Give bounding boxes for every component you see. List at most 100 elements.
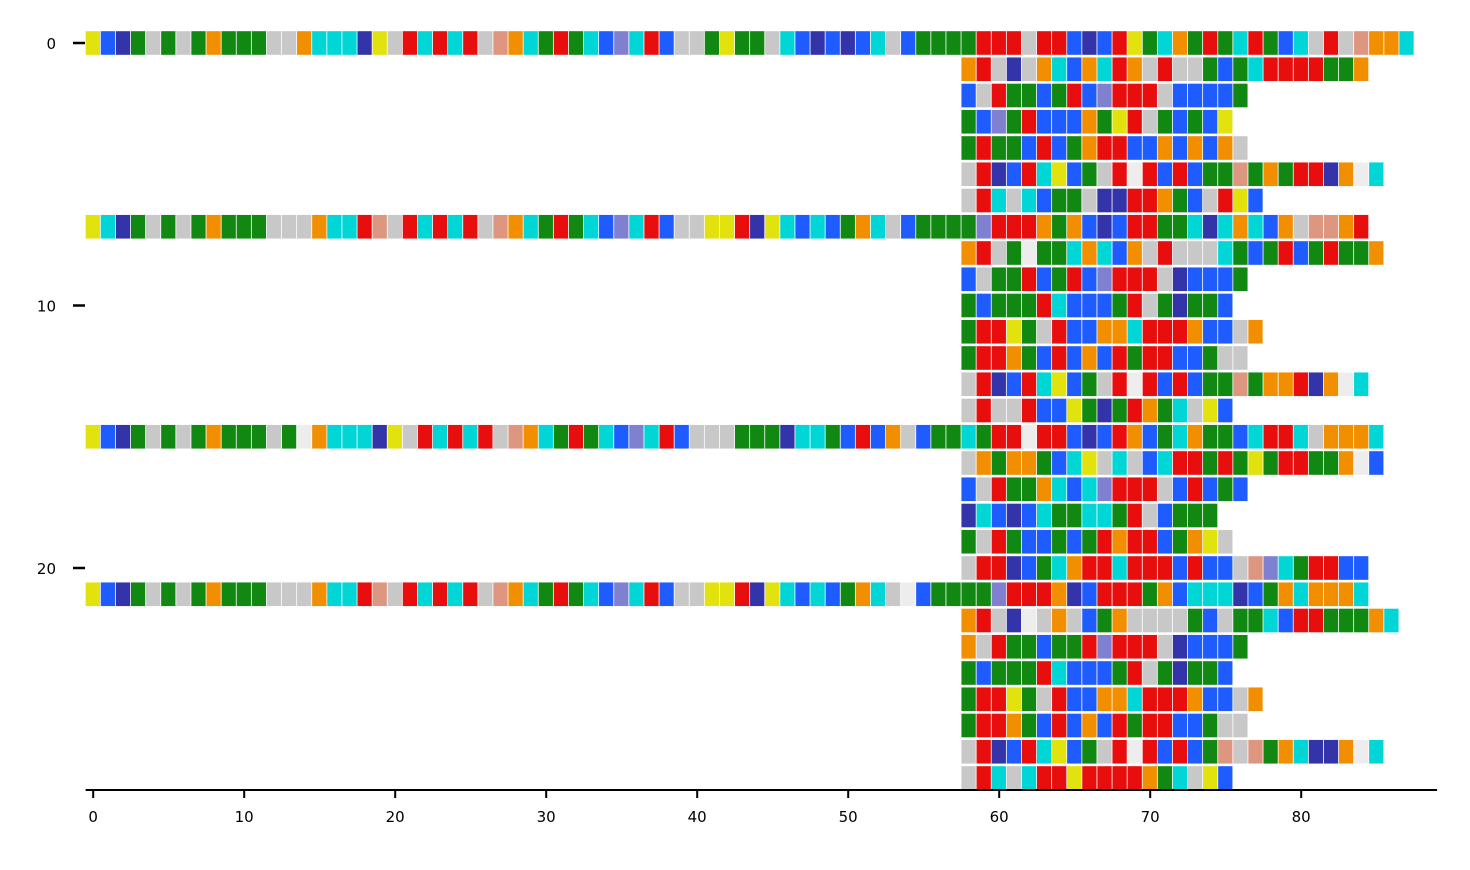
heatmap-cell (1112, 739, 1127, 764)
heatmap-cell (1142, 372, 1157, 397)
heatmap-cell (236, 214, 251, 239)
heatmap-cell (1278, 424, 1293, 449)
heatmap-cell (1203, 661, 1218, 685)
heatmap-cell (1052, 529, 1067, 554)
heatmap-cell (976, 529, 991, 554)
heatmap-cell (1338, 241, 1354, 265)
heatmap-cell (1233, 739, 1248, 764)
heatmap-cell (1263, 739, 1278, 764)
heatmap-cell (1127, 267, 1142, 292)
heatmap-cell (1127, 503, 1142, 528)
heatmap-cell (1127, 346, 1142, 370)
heatmap-cell (1082, 241, 1097, 265)
heatmap-cell (191, 214, 206, 239)
heatmap-cell (1323, 556, 1339, 580)
heatmap-cell (1263, 582, 1278, 607)
heatmap-cell (1263, 372, 1278, 397)
heatmap-cell (583, 582, 599, 607)
heatmap-cell (810, 424, 825, 449)
heatmap-cell (85, 214, 100, 239)
heatmap-cell (327, 214, 342, 239)
heatmap-cell (1263, 556, 1278, 580)
heatmap-cell (976, 398, 991, 423)
heatmap-cell (1067, 136, 1082, 160)
heatmap-cell (1112, 634, 1127, 659)
heatmap-cell (1006, 31, 1022, 55)
heatmap-cell (1127, 687, 1142, 712)
heatmap-cell (1127, 293, 1142, 318)
heatmap-cell (1097, 319, 1112, 344)
heatmap-cell (991, 713, 1006, 738)
heatmap-cell (1142, 241, 1157, 265)
heatmap-cell (991, 214, 1006, 239)
heatmap-cell (1097, 556, 1112, 580)
heatmap-cell (614, 582, 629, 607)
heatmap-cell (1157, 739, 1173, 764)
heatmap-cell (825, 214, 840, 239)
heatmap-cell (1338, 31, 1354, 55)
heatmap-cell (1097, 31, 1112, 55)
heatmap-cell (538, 424, 553, 449)
heatmap-cell (1172, 319, 1188, 344)
heatmap-cell (1293, 241, 1308, 265)
heatmap-cell (1157, 687, 1173, 712)
heatmap-cell (1218, 661, 1233, 685)
heatmap-cell (1036, 346, 1052, 370)
heatmap-cell (976, 477, 991, 502)
heatmap-cell (1036, 372, 1052, 397)
heatmap-cell (251, 31, 267, 55)
heatmap-cell (1233, 451, 1248, 475)
heatmap-cell (1308, 424, 1324, 449)
heatmap-cell (297, 582, 312, 607)
heatmap-cell (961, 713, 976, 738)
heatmap-cell (855, 31, 871, 55)
heatmap-cell (1052, 267, 1067, 292)
heatmap-cell (312, 582, 327, 607)
heatmap-cell (1097, 634, 1112, 659)
heatmap-cell (946, 582, 961, 607)
heatmap-cell (961, 608, 976, 633)
heatmap-cell (991, 451, 1006, 475)
heatmap-cell (1187, 687, 1203, 712)
heatmap-cell (1082, 529, 1097, 554)
heatmap-cell (961, 582, 976, 607)
heatmap-cell (674, 582, 689, 607)
heatmap-cell (1097, 346, 1112, 370)
heatmap-cell (1127, 83, 1142, 108)
heatmap-cell (870, 424, 886, 449)
heatmap-cell (1006, 661, 1022, 685)
heatmap-cell (1127, 477, 1142, 502)
heatmap-cell (1308, 608, 1324, 633)
heatmap-cell (1067, 661, 1082, 685)
heatmap-cell (961, 57, 976, 82)
heatmap-cell (1369, 241, 1384, 265)
heatmap-cell (855, 214, 871, 239)
heatmap-cell (991, 766, 1006, 790)
heatmap-cell (1157, 241, 1173, 265)
heatmap-cell (1308, 451, 1324, 475)
heatmap-cell (1067, 582, 1082, 607)
heatmap-cell (1021, 556, 1037, 580)
heatmap-cell (1112, 687, 1127, 712)
heatmap-cell (1218, 214, 1233, 239)
heatmap-cell (1233, 582, 1248, 607)
heatmap-cell (1293, 608, 1308, 633)
heatmap-cell (312, 214, 327, 239)
heatmap-cell (1112, 109, 1127, 134)
heatmap-cell (976, 451, 991, 475)
heatmap-cell (493, 31, 508, 55)
heatmap-cell (357, 582, 372, 607)
heatmap-cell (991, 162, 1006, 187)
heatmap-cell (961, 424, 976, 449)
heatmap-cell (1157, 188, 1173, 213)
heatmap-cell (1354, 57, 1369, 82)
heatmap-cell (991, 31, 1006, 55)
heatmap-cell (372, 424, 387, 449)
heatmap-cell (1157, 661, 1173, 685)
heatmap-cell (1187, 319, 1203, 344)
heatmap-cell (176, 582, 191, 607)
heatmap-cell (901, 582, 916, 607)
heatmap-cell (991, 346, 1006, 370)
heatmap-cell (1036, 451, 1052, 475)
heatmap-cell (1233, 424, 1248, 449)
